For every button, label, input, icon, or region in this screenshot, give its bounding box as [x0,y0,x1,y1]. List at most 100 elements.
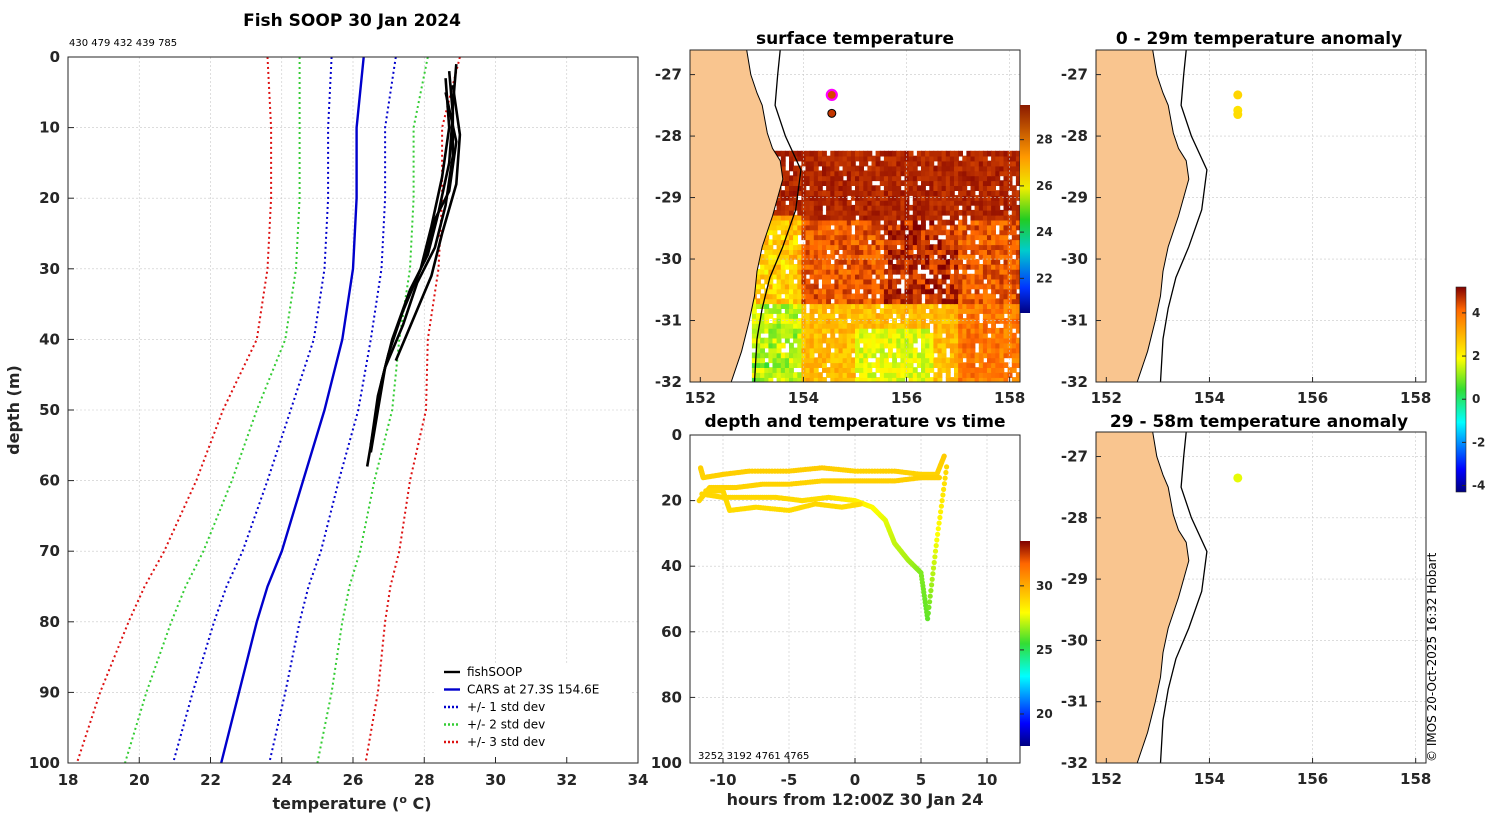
sst-cell [789,357,794,364]
sst-cell [987,342,992,349]
sst-cell [966,313,972,319]
sst-cell [945,180,951,186]
sst-cell [756,268,761,275]
sst-cell [776,195,782,201]
sst-cell [850,372,856,378]
sst-cell [974,264,980,270]
sst-cell [921,185,926,191]
sst-cell [834,283,840,290]
sst-cell [1007,244,1013,250]
timeseries-point [935,526,941,532]
sst-cell [842,234,848,241]
sst-cell [937,367,943,373]
sst-tick-labels: 152 154 156 158-27-28-29-30-31-32 [655,66,1025,407]
sst-cell [892,332,897,339]
sst-cell [867,337,873,344]
sst-cell [784,327,790,334]
sst-cell [809,224,815,231]
sst-cell [1015,308,1020,314]
sst-cell [784,234,790,241]
sst-cell [958,244,963,250]
sst-cell [970,377,976,382]
sst-cell [892,219,897,226]
sst-cell [912,209,918,216]
sst-cell [982,303,988,309]
sst-cell [995,264,1001,270]
sst-cell [999,239,1005,246]
sst-cell [871,332,877,339]
sst-cell [982,234,988,241]
sst-cell [900,200,906,206]
sst-cell [789,254,794,260]
sst-cell [793,362,798,368]
sst-cell [776,239,782,246]
sst-cell [850,254,856,260]
sst-cell [966,155,972,162]
sst-cell [817,372,823,378]
sst-cell [1011,362,1017,368]
sst-cell [1003,219,1009,226]
sst-cell [941,219,947,226]
sst-cell [817,190,823,196]
sst-cell [855,268,860,275]
sst-cell [809,180,815,186]
sst-cell [867,377,873,382]
sst-cell [780,323,786,329]
sst-cell [1015,337,1020,344]
sst-cell [929,234,935,241]
sst-cell [842,293,848,300]
sst-cell [834,155,840,162]
sst-cell [838,313,844,319]
sst-cell [871,337,877,344]
sst-cell [817,332,823,339]
sst-cell [900,190,906,196]
sst-cell [966,278,972,285]
sst-cell [908,273,914,280]
map-x-tick-label: 158 [1400,389,1431,407]
timeseries-point [928,588,934,594]
sst-cell [883,357,889,364]
sst-cell [921,180,926,186]
sst-cell [892,293,897,300]
sst-cell [925,150,930,157]
sst-cell [1011,249,1017,255]
sst-cell [809,229,815,236]
sst-cell [970,298,976,305]
map-x-tick-label: 156 [1297,389,1328,407]
sst-cell [916,372,922,378]
sst-cell [933,372,939,378]
sst-cell [978,367,984,373]
sst-cell [817,195,823,201]
sst-cell [958,278,963,285]
sst-cell [1003,323,1009,329]
sst-cell [809,293,815,300]
map-y-tick-label: -32 [1061,373,1088,391]
sst-cell [999,337,1005,344]
sst-cell [875,219,881,226]
sst-cell [974,313,980,319]
sst-cell [863,283,869,290]
sst-cell [912,195,918,201]
sst-cell [826,347,831,354]
sst-cell [813,204,819,211]
sst-cell [772,229,778,236]
sst-cell [892,372,897,378]
sst-cell [966,372,972,378]
sst-cell [991,303,996,309]
sst-cell [879,293,885,300]
sst-cell [797,303,803,309]
sst-cell [830,254,836,260]
sst-cell [855,278,860,285]
sst-cell [846,190,852,196]
sst-cell [991,298,996,305]
sst-cell [871,352,877,359]
sst-cell [809,254,815,260]
sst-cell [921,273,926,280]
sst-cell [945,239,951,246]
sst-cell [937,313,943,319]
sst-cell [958,288,963,295]
sst-cell [949,234,955,241]
sst-cell [892,327,897,334]
sst-cell [896,209,902,216]
profile-x-tick-label: 22 [200,771,221,789]
